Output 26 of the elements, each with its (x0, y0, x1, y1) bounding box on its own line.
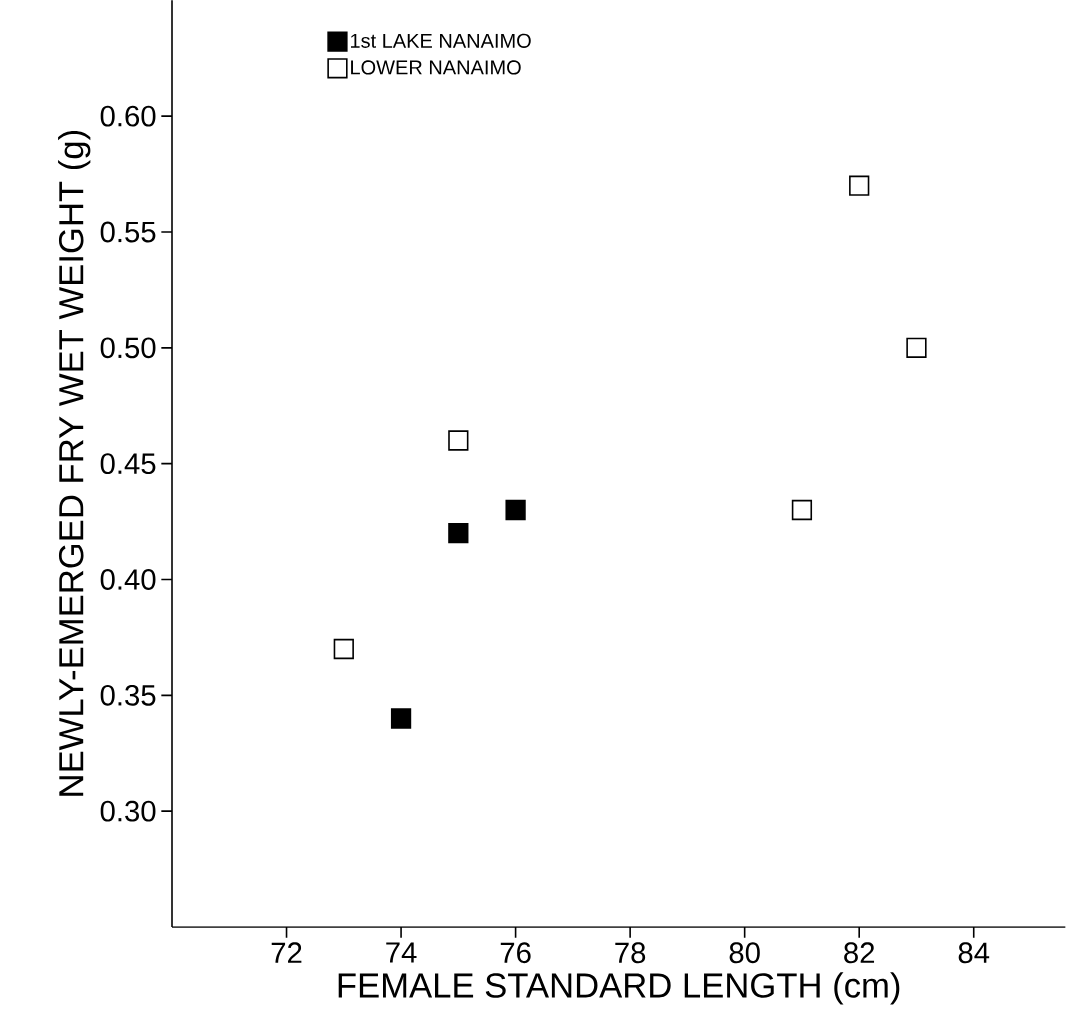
legend-label: LOWER NANAIMO (351, 60, 521, 75)
point (390, 708, 412, 729)
point (791, 499, 813, 521)
legend-label: 1st LAKE NANAIMO (351, 33, 531, 48)
point (906, 337, 927, 358)
point (333, 638, 354, 660)
x-axis-title: FEMALE STANDARD LENGTH (cm) (338, 972, 900, 1005)
x-tick-label: 80 (729, 942, 760, 964)
x-tick-label: 76 (500, 942, 531, 964)
y-axis-title: NEWLY-EMERGED FRY WET WEIGHT (g) (58, 131, 91, 796)
point (505, 499, 526, 521)
y-tick-label: 0.30 (100, 800, 156, 822)
y-tick-label: 0.35 (100, 684, 156, 706)
x-tick-label: 72 (271, 942, 302, 963)
y-tick-label: 0.40 (100, 569, 156, 590)
point (448, 430, 469, 451)
x-tick-label: 78 (615, 942, 646, 964)
point (448, 523, 469, 544)
x-tick-label: 84 (958, 942, 990, 964)
point (849, 175, 870, 196)
y-tick-label: 0.55 (100, 221, 156, 243)
y-tick-label: 0.45 (100, 453, 156, 475)
x-tick-label: 82 (844, 942, 875, 964)
y-tick-label: 0.50 (100, 337, 156, 359)
x-tick-label: 74 (386, 942, 417, 963)
y-tick-label: 0.60 (100, 105, 156, 127)
